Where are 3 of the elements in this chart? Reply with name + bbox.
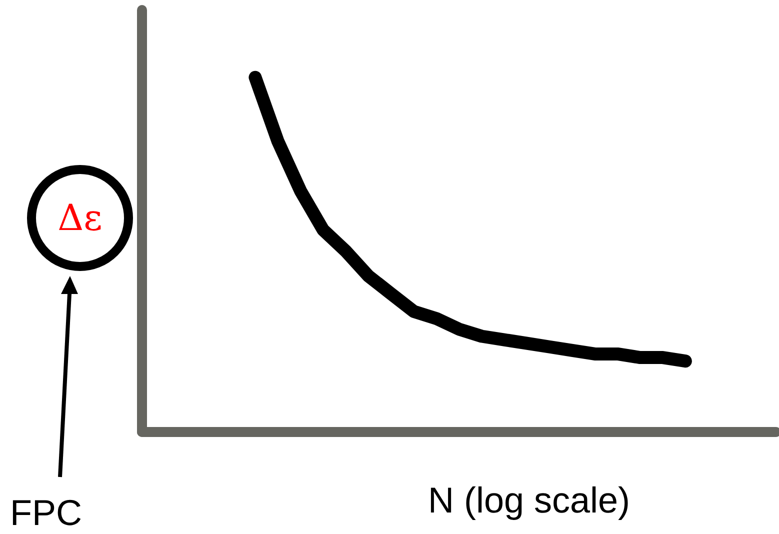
- x-axis-title: N (log scale): [428, 480, 630, 520]
- text: FPC: [10, 492, 82, 534]
- y-axis-title: Δε: [27, 165, 133, 271]
